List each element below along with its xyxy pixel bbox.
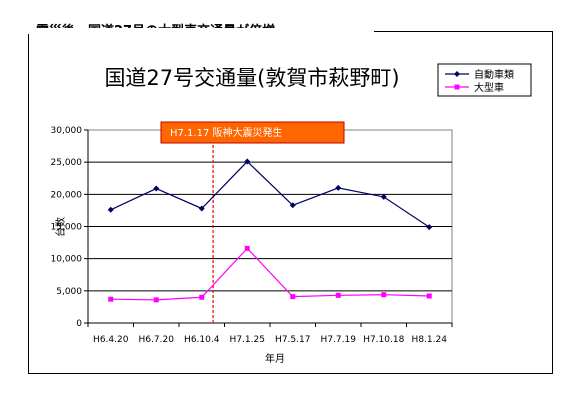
series-2	[108, 245, 432, 303]
data-point	[335, 292, 341, 298]
series-layer	[107, 158, 433, 303]
data-point	[290, 294, 296, 300]
data-point	[199, 294, 205, 300]
x-tick-label: H7.5.17	[275, 335, 310, 345]
x-tick-label: H7.7.19	[321, 335, 357, 345]
chart-grid	[84, 129, 453, 327]
series-line	[110, 247, 430, 301]
y-tick-label: 20,000	[51, 190, 83, 200]
data-point	[335, 184, 342, 191]
y-axis-label: 台数	[54, 217, 67, 237]
data-point	[198, 205, 205, 212]
x-tick-labels: H6.4.20 H6.7.20 H6.10.4 H7.1.25 H7.5.17 H7.7.…	[93, 335, 447, 345]
annotation-box	[160, 121, 345, 144]
series-line	[110, 160, 430, 228]
data-point	[381, 292, 387, 298]
x-tick-label: H8.1.24	[412, 335, 448, 345]
data-point	[153, 297, 159, 303]
chart-title: 国道27号交通量(敦賀市萩野町)	[104, 66, 399, 90]
data-point	[153, 185, 160, 192]
legend-marker	[454, 71, 460, 77]
series-1	[107, 158, 433, 231]
data-point	[289, 202, 296, 209]
data-point	[244, 245, 250, 251]
data-point	[244, 158, 251, 165]
x-tick-label: H6.10.4	[184, 335, 220, 345]
frame-title-gap	[26, 28, 374, 34]
data-point	[426, 293, 432, 299]
data-point	[107, 206, 114, 213]
x-tick-label: H6.4.20	[93, 335, 129, 345]
x-tick-label: H7.1.25	[230, 335, 265, 345]
x-tick-label: H6.7.20	[139, 335, 175, 345]
legend-box	[437, 63, 532, 97]
data-point	[426, 224, 433, 231]
y-tick-label: 10,000	[51, 255, 83, 265]
data-point	[108, 296, 114, 302]
y-tick-label: 0	[76, 319, 82, 329]
y-tick-labels: 0 5,000 10,000 15,000 20,000 25,000 30,000	[51, 126, 83, 329]
y-tick-label: 15,000	[51, 223, 83, 233]
x-axis-label: 年月	[265, 352, 285, 365]
legend-label: 大型車	[474, 81, 504, 94]
y-tick-label: 5,000	[56, 287, 82, 297]
y-tick-label: 25,000	[51, 158, 83, 168]
legend-label: 自動車類	[474, 68, 514, 81]
legend-marker	[454, 84, 460, 90]
y-tick-label: 30,000	[51, 126, 83, 136]
annotation-text: H7.1.17 阪神大震災発生	[170, 126, 283, 139]
data-point	[380, 193, 387, 200]
event-annotation: H7.1.17 阪神大震災発生	[160, 121, 345, 323]
x-tick-label: H7.10.18	[363, 335, 404, 345]
legend-item: 大型車	[445, 81, 504, 94]
legend-item: 自動車類	[445, 68, 514, 81]
